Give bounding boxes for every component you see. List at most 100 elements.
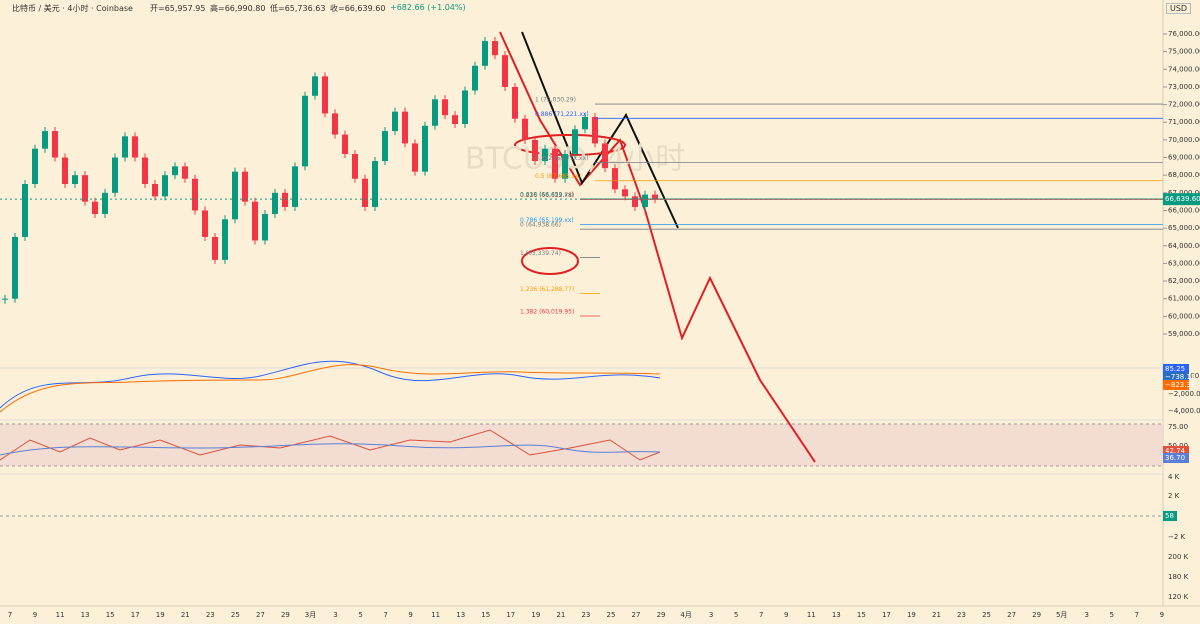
y-tick-label: 71,000.00 (1168, 118, 1200, 126)
candle (602, 143, 608, 169)
currency-button[interactable]: USD (1166, 3, 1192, 14)
candle (42, 131, 48, 149)
candle (502, 55, 508, 87)
x-tick-label: 27 (1007, 611, 1016, 619)
candle (362, 178, 368, 207)
candle (62, 157, 68, 184)
candle (2, 298, 8, 300)
last-price-badge (1163, 193, 1200, 206)
candle (512, 86, 518, 119)
candle (132, 136, 138, 158)
y-tick-label: 76,000.00 (1168, 30, 1200, 38)
fib-label: 1 (63,339.74) (520, 250, 561, 257)
candle (472, 65, 478, 91)
candle (152, 184, 158, 197)
x-tick-label: 11 (56, 611, 65, 619)
fib-label: 0.786 (65,199.xx) (520, 217, 574, 224)
volume-tick-label: 120 K (1168, 593, 1189, 601)
rsi-badge: 42.74 (1165, 447, 1186, 455)
candle (222, 219, 228, 260)
x-tick-label: 19 (531, 611, 540, 619)
x-tick-label: 21 (181, 611, 190, 619)
volume-tick-label: 4 K (1168, 473, 1180, 481)
rsi-tick-label: 75.00 (1168, 423, 1188, 431)
macd-tick-label: −2,000.00 (1168, 390, 1200, 398)
x-tick-label: 13 (81, 611, 90, 619)
volume-tick-label: 180 K (1168, 573, 1189, 581)
y-tick-label: 72,000.00 (1168, 101, 1200, 109)
x-tick-label: 19 (907, 611, 916, 619)
y-tick-label: 66,000.00 (1168, 206, 1200, 214)
fib-label: 0.886 (71,221.xx) (535, 111, 589, 118)
x-tick-label: 7 (383, 611, 387, 619)
x-tick-label: 4月 (680, 611, 691, 619)
y-tick-label: 63,000.00 (1168, 259, 1200, 267)
x-tick-label: 27 (632, 611, 641, 619)
drawn-red-line (499, 31, 646, 211)
x-tick-label: 7 (1135, 611, 1139, 619)
y-tick-label: 61,000.00 (1168, 295, 1200, 303)
candle (52, 131, 58, 158)
candle (562, 154, 568, 179)
x-tick-label: 21 (556, 611, 565, 619)
candle (252, 201, 258, 241)
x-tick-label: 15 (481, 611, 490, 619)
candle (452, 115, 458, 124)
signal-line (0, 364, 661, 413)
x-tick-label: 7 (759, 611, 763, 619)
x-tick-label: 19 (156, 611, 165, 619)
candle (622, 189, 628, 197)
candle (592, 116, 598, 144)
candle (272, 192, 278, 214)
candle (392, 111, 398, 132)
x-tick-label: 3 (1084, 611, 1088, 619)
x-tick-label: 9 (1160, 611, 1164, 619)
candle (32, 148, 38, 184)
candle (202, 210, 208, 237)
candle (432, 99, 438, 126)
x-tick-label: 5 (734, 611, 738, 619)
y-tick-label: 70,000.00 (1168, 136, 1200, 144)
candle (322, 76, 328, 114)
candle (612, 168, 618, 190)
x-tick-label: 15 (106, 611, 115, 619)
rsi-badge-bg (1163, 453, 1189, 463)
candle (332, 113, 338, 135)
fib-label: 0.236 (66,622.78) (520, 192, 574, 199)
x-tick-label: 9 (33, 611, 37, 619)
candle (312, 76, 318, 96)
x-tick-label: 3 (709, 611, 713, 619)
y-tick-label: 74,000.00 (1168, 65, 1200, 73)
y-tick-label: 68,000.00 (1168, 171, 1200, 179)
candle (232, 171, 238, 220)
volume-tick-label: 200 K (1168, 553, 1189, 561)
last-price-label: 66,639.60 (1165, 195, 1200, 203)
x-tick-label: 3月 (305, 611, 316, 619)
candle (382, 131, 388, 162)
candle (522, 118, 528, 140)
x-tick-label: 27 (256, 611, 265, 619)
fib-label: 0.382 (68,71x.xx) (535, 155, 589, 162)
x-tick-label: 17 (882, 611, 891, 619)
candle (542, 148, 548, 162)
rsi-ma (0, 443, 661, 456)
candle (82, 175, 88, 202)
candle (102, 192, 108, 214)
rsi-badge: 36.70 (1165, 454, 1185, 462)
candle (72, 175, 78, 184)
x-tick-label: 21 (932, 611, 941, 619)
x-tick-label: 15 (857, 611, 866, 619)
candle (552, 148, 558, 179)
x-tick-label: 29 (657, 611, 666, 619)
y-tick-label: 59,000.00 (1168, 330, 1200, 338)
macd-badge: 85.25 (1165, 365, 1185, 373)
rsi-badge-bg (1163, 446, 1189, 456)
x-tick-label: 23 (206, 611, 215, 619)
symbol-title[interactable]: 比特币 / 美元 · 4小时 · Coinbase (12, 4, 133, 13)
candle (642, 194, 648, 207)
fib-label: 1 (72,030.29) (535, 97, 576, 104)
candle (492, 41, 498, 56)
candle (462, 90, 468, 124)
candle (302, 95, 308, 167)
